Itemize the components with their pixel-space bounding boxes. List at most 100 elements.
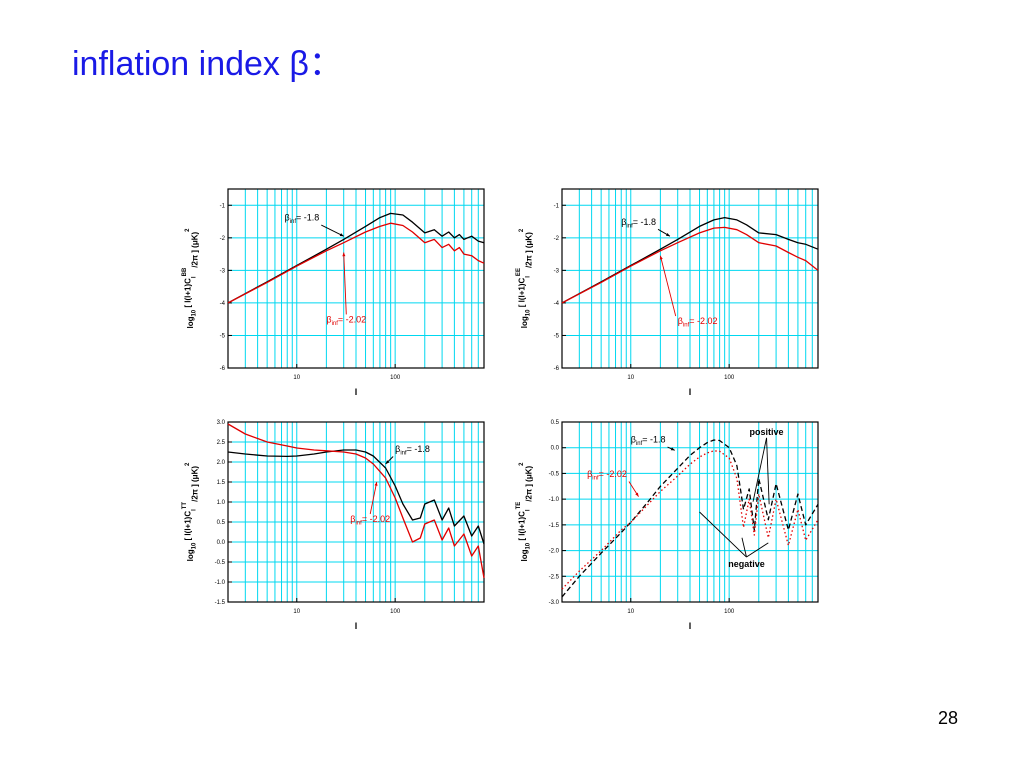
y-tick-label: -3 <box>554 268 560 274</box>
grid <box>562 189 818 368</box>
note-pointer <box>766 437 770 505</box>
series-label-value: = -2.02 <box>362 514 390 524</box>
x-tick-label: 100 <box>390 609 401 615</box>
y-axis-label-part: [ l(l+1)C <box>184 511 193 543</box>
y-axis-label-part: 10 <box>192 542 198 549</box>
series-label-subscript: inf <box>332 321 339 327</box>
y-tick-label: -4 <box>554 301 560 307</box>
y-tick-label: 2.5 <box>217 440 226 446</box>
grid <box>228 189 484 368</box>
y-tick-label: -5 <box>220 333 226 339</box>
y-axis-label-part: TE <box>516 502 522 510</box>
y-axis-label: log10 [ l(l+1)Cl TT/2π ] (μK)2 <box>182 462 200 561</box>
series-label-arrowhead <box>385 460 390 464</box>
x-axis-label: l <box>355 621 358 631</box>
y-tick-label: -2.0 <box>549 549 560 555</box>
y-axis-label-part: /2π ] (μK) <box>191 231 200 267</box>
y-tick-label: -2 <box>220 236 226 242</box>
series-label-value: = -2.02 <box>338 314 366 324</box>
y-tick-label: -1.5 <box>215 600 226 606</box>
series-label-arrowhead <box>374 482 378 486</box>
series-label-subscript: inf <box>626 223 633 229</box>
y-tick-label: -1 <box>220 203 226 209</box>
series-line-2 <box>227 423 485 579</box>
y-axis-label-part: /2π ] (μK) <box>525 465 534 501</box>
y-tick-label: -1.5 <box>549 523 560 529</box>
series-label-subscript: inf <box>683 323 690 329</box>
series-label-arrowhead <box>635 492 639 497</box>
series-label: βinf= -1.8 <box>284 213 319 226</box>
grid <box>562 422 818 602</box>
slide-title: inflation index β： <box>72 45 343 83</box>
series-label-symbol: β <box>621 217 626 227</box>
plot-frame <box>227 421 485 603</box>
series-label-symbol: β <box>587 469 592 479</box>
series-line-2 <box>227 222 485 304</box>
note-positive: positive <box>750 427 784 437</box>
y-tick-label: -1.0 <box>549 497 560 503</box>
y-tick-label: -3 <box>220 268 226 274</box>
series-label-value: = -1.8 <box>407 444 430 454</box>
y-tick-label: -3.0 <box>549 600 560 606</box>
y-tick-label: -0.5 <box>549 471 560 477</box>
y-axis-label-part: log <box>520 316 529 328</box>
note-negative: negative <box>728 559 765 569</box>
y-tick-label: -6 <box>220 366 226 372</box>
plot-frame <box>227 188 485 369</box>
y-axis-label-part: /2π ] (μK) <box>191 466 200 502</box>
y-tick-label: 2.0 <box>217 460 226 466</box>
y-axis-label-part: 2 <box>519 462 525 466</box>
series-label-pointer <box>659 255 677 317</box>
x-tick-label: 10 <box>627 375 634 381</box>
y-tick-label: -0.5 <box>215 560 226 566</box>
x-tick-label: 100 <box>390 375 401 381</box>
y-axis-label: log10 [ l(l+1)Cl TE/2π ] (μK)2 <box>516 462 534 562</box>
y-axis-label-part: l <box>526 276 532 278</box>
y-tick-label: 0.0 <box>217 540 226 546</box>
series-label-value: = -1.8 <box>296 213 319 223</box>
series-label: βinf= -1.8 <box>621 217 656 230</box>
x-axis-label: l <box>689 387 692 397</box>
y-axis-label-part: /2π ] (μK) <box>525 232 534 268</box>
chart-panel-3: 3.02.52.01.51.00.50.0-0.5-1.0-1.510 100ll… <box>182 420 485 631</box>
series-line-2 <box>561 450 819 590</box>
series-label-subscript: inf <box>290 219 297 225</box>
y-axis-label-part: TT <box>182 502 188 510</box>
x-axis-label: l <box>689 621 692 631</box>
series-label-subscript: inf <box>400 451 407 457</box>
series-label-arrowhead <box>342 252 346 257</box>
series-label-symbol: β <box>350 514 355 524</box>
series-label-symbol: β <box>678 316 683 326</box>
y-axis-label-part: 10 <box>526 542 532 549</box>
series-label-symbol: β <box>326 314 331 324</box>
y-axis-label-part: l <box>192 509 198 511</box>
note-pointer <box>741 537 747 558</box>
y-tick-label: 0.5 <box>551 420 560 426</box>
note-pointer <box>746 542 769 558</box>
plot-frame <box>561 421 819 603</box>
y-tick-label: 1.0 <box>217 500 226 506</box>
series-label-arrowhead <box>665 232 670 237</box>
y-axis-label-part: BB <box>182 267 188 276</box>
series-line-1 <box>561 439 819 598</box>
x-tick-label: 10 <box>293 609 300 615</box>
series-label-arrowhead <box>659 255 663 260</box>
x-tick-label: 100 <box>724 609 735 615</box>
series-label: βinf= -2.02 <box>350 514 390 527</box>
y-axis-label-part: EE <box>516 268 522 276</box>
x-tick-label: 10 <box>293 375 300 381</box>
y-tick-label: 3.0 <box>217 420 226 426</box>
series-label-value: = -1.8 <box>642 435 665 445</box>
y-tick-label: -4 <box>220 301 226 307</box>
y-axis-label-part: l <box>526 509 532 511</box>
note-pointer <box>752 437 767 502</box>
y-axis-label-part: [ l(l+1)C <box>184 278 193 310</box>
series-label-subscript: inf <box>355 521 362 527</box>
series-label-pointer <box>321 224 344 237</box>
y-axis-label-part: log <box>186 549 195 561</box>
page-number: 28 <box>938 708 959 728</box>
grid <box>228 422 484 602</box>
y-axis-label-part: [ l(l+1)C <box>518 511 527 543</box>
